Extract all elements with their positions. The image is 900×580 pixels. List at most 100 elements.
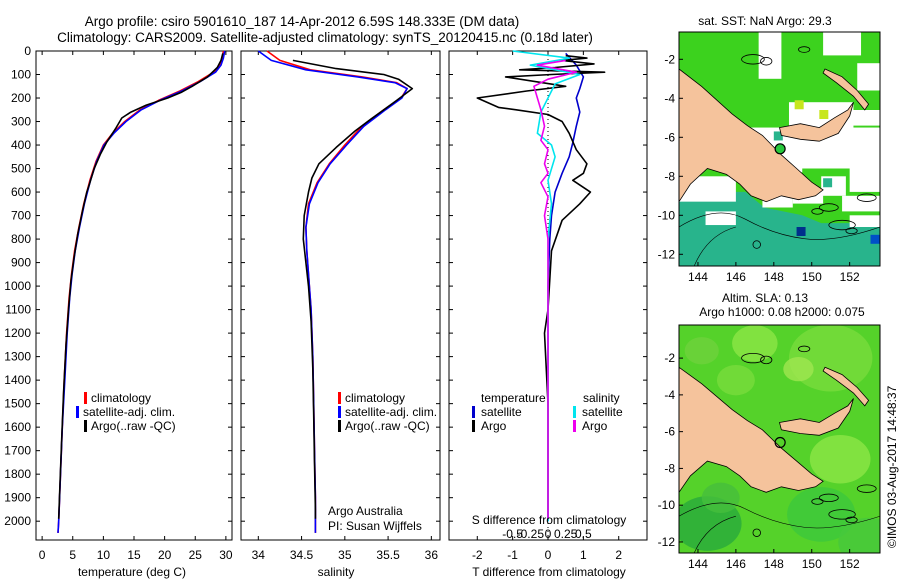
difference-panel: -2 -1 0 1 2 -0.5-0.25 0 0.250.5 [448, 50, 648, 562]
difference-xlabel: T difference from climatology [472, 565, 626, 579]
y-tick-label: 0 [24, 44, 31, 58]
x-top-tick-label: -0.5 [502, 527, 523, 541]
island-outline [752, 528, 761, 537]
temperature-legend: climatology satellite-adj. clim. Argo(..… [76, 391, 176, 433]
series-line-argo-raw-qc- [57, 53, 224, 519]
x-tick-label: 150 [802, 557, 822, 571]
y-tick-label: 300 [11, 115, 31, 129]
island-outline [818, 493, 839, 503]
y-tick-label: 1400 [4, 373, 31, 387]
legend-title-salinity: salinity [583, 391, 620, 405]
x-tick-label: 34 [252, 548, 266, 562]
island-outline [856, 193, 877, 202]
series-line-satellite-adj-clim- [257, 50, 408, 533]
legend-label-temp-satellite: satellite [481, 405, 522, 419]
salinity-xlabel: salinity [318, 565, 355, 579]
difference-top-xlabel: S difference from climatology [472, 513, 627, 527]
y-tick-label: 2000 [4, 514, 31, 528]
legend-title-temperature: temperature [481, 391, 546, 405]
sla-map-title-line1: Altim. SLA: 0.13 [722, 291, 808, 305]
legend-swatch-argo [338, 420, 341, 432]
y-tick-label: -12 [658, 247, 676, 261]
ocean-teal-region [679, 191, 880, 266]
legend-swatch-climatology [84, 392, 87, 404]
no-data-cell [705, 211, 736, 226]
sst-cell [773, 131, 783, 141]
salinity-legend: climatology satellite-adj. clim. Argo(..… [328, 391, 437, 533]
legend-swatch-climatology [338, 392, 341, 404]
y-tick-label: -2 [664, 351, 675, 365]
legend-label-climatology: climatology [91, 391, 151, 405]
sla-map-title-line2: Argo h1000: 0.08 h2000: 0.075 [699, 305, 865, 319]
land-new-britain [779, 101, 854, 142]
legend-swatch-satellite [76, 406, 79, 418]
island-outline [741, 54, 765, 65]
series-line-satellite-adj-clim- [57, 50, 226, 533]
island-outline [760, 57, 773, 66]
legend-swatch-argo [84, 420, 87, 432]
legend-swatch-temp-satellite [472, 406, 475, 418]
sla-map-panel: 144 146 148 150 152 -2 -4 -6 -8 -10 -12 [658, 324, 881, 571]
y-tick-label: -6 [664, 425, 675, 439]
sla-blob [684, 337, 719, 365]
x-tick-label: 10 [97, 548, 111, 562]
x-tick-label: 146 [726, 557, 746, 571]
island-outline [845, 516, 858, 524]
figure-title-line2: Climatology: CARS2009. Satellite-adjuste… [57, 30, 593, 45]
depth-contour [679, 212, 880, 240]
x-tick-label: 146 [726, 270, 746, 284]
series-line-salinity-argo [533, 59, 578, 519]
island-outline [828, 509, 856, 520]
salinity-panel: 34 34.5 35 35.5 36 [240, 50, 441, 562]
x-tick-label: 5 [69, 548, 76, 562]
sla-blob [783, 356, 814, 382]
y-tick-label: 1700 [4, 444, 31, 458]
map-frame [678, 324, 881, 554]
legend-label-satellite: satellite-adj. clim. [345, 405, 437, 419]
y-tick-label: 500 [11, 162, 31, 176]
legend-label-satellite: satellite-adj. clim. [83, 405, 175, 419]
y-tick-label: 800 [11, 232, 31, 246]
y-tick-label: 700 [11, 209, 31, 223]
sla-blob [787, 487, 856, 542]
land-new-ireland [822, 366, 870, 407]
series-line-temperature-satellite [547, 52, 585, 522]
legend-swatch-satellite [338, 406, 341, 418]
legend-swatch-sal-satellite [573, 406, 576, 418]
y-tick-label: 1100 [5, 303, 31, 317]
x-tick-label: 35 [338, 548, 352, 562]
series-line-climatology [57, 50, 225, 533]
argo-position-marker [774, 143, 786, 155]
y-tick-label: -4 [664, 388, 675, 402]
y-tick-label: -8 [664, 461, 675, 475]
island-outline [828, 219, 856, 231]
sla-blob [838, 517, 880, 553]
x-tick-label: 20 [158, 548, 172, 562]
sst-map-title: sat. SST: NaN Argo: 29.3 [698, 14, 832, 28]
no-data-cell [823, 32, 862, 56]
imos-credit: ©IMOS 03-Aug-2017 14:48:37 [885, 385, 899, 548]
no-data-cell [849, 160, 880, 192]
figure-title-line1: Argo profile: csiro 5901610_187 14-Apr-2… [85, 14, 520, 29]
legend-label-temp-argo: Argo [481, 419, 507, 433]
y-tick-label: -10 [658, 208, 676, 222]
sst-cell [796, 227, 806, 236]
sst-cell [870, 234, 880, 244]
island-outline [818, 203, 839, 212]
x-tick-label: 35.5 [376, 548, 400, 562]
no-data-cell [849, 215, 880, 227]
plot-frame [240, 50, 441, 541]
credit-pi: PI: Susan Wijffels [328, 519, 422, 533]
island-outline [798, 345, 811, 353]
x-top-tick-label: -0.25 [517, 527, 545, 541]
x-tick-label: 15 [127, 548, 141, 562]
y-tick-label: 600 [11, 185, 31, 199]
sst-cell [794, 100, 804, 110]
island-outline [760, 355, 773, 365]
x-tick-label: 144 [688, 557, 708, 571]
map-content [679, 325, 880, 553]
series-line-argo-raw-qc- [292, 59, 414, 519]
sst-cell [823, 178, 833, 188]
x-tick-label: 144 [688, 270, 708, 284]
x-tick-label: 150 [802, 270, 822, 284]
